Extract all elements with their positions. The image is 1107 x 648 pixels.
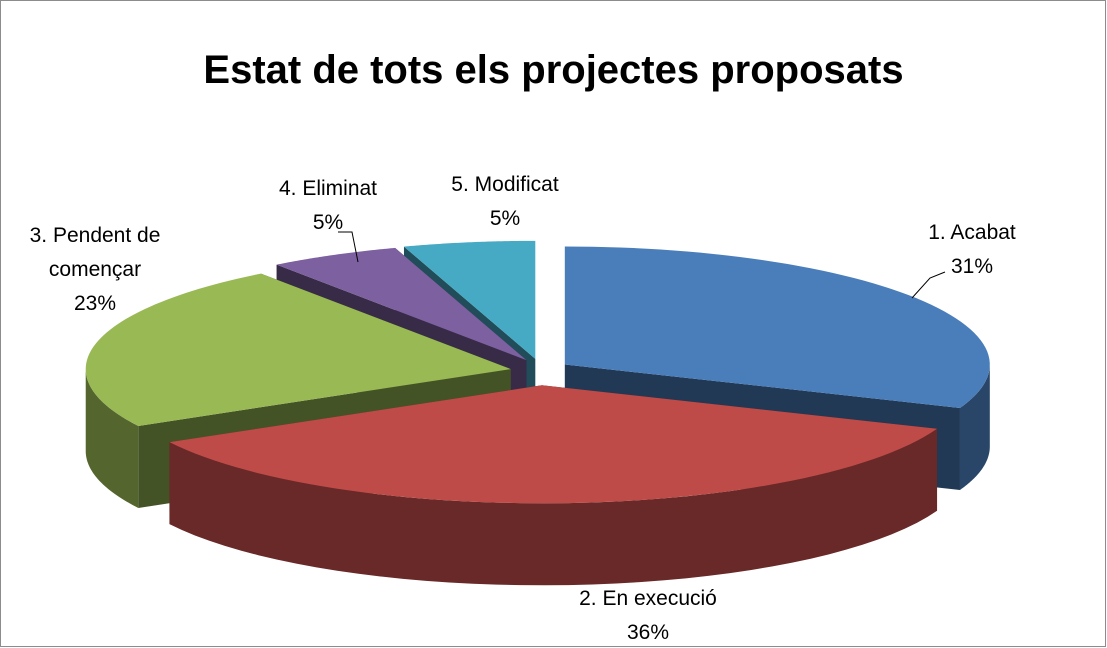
category-label: 4. Eliminat <box>278 177 378 200</box>
slice <box>169 385 938 586</box>
slice-side <box>85 369 139 508</box>
data-label: 1. Acabat 31% <box>872 216 1072 284</box>
slice <box>169 385 938 504</box>
category-label: 3. Pendent de començar <box>29 224 161 281</box>
category-label: 5. Modificat <box>451 173 559 196</box>
value-label: 23% <box>73 292 117 315</box>
leader-line <box>911 271 946 299</box>
category-label: 1. Acabat <box>928 221 1016 244</box>
slice-side <box>959 364 990 490</box>
leader-line <box>338 231 359 263</box>
slice <box>276 247 527 361</box>
value-label: 36% <box>626 621 670 644</box>
slice-side <box>169 428 938 586</box>
data-label: 3. Pendent de començar 23% <box>10 219 180 321</box>
value-label: 5% <box>489 207 521 230</box>
data-label: 2. En execució 36% <box>548 582 748 648</box>
category-label: 2. En execució <box>579 587 717 610</box>
slice <box>564 246 990 408</box>
data-label: 4. Eliminat 5% <box>228 172 428 240</box>
slice <box>403 240 536 359</box>
value-label: 31% <box>950 255 994 278</box>
chart-title: Estat de tots els projectes proposats <box>203 48 904 92</box>
value-label: 5% <box>312 211 344 234</box>
slice <box>85 273 511 426</box>
data-label: 5. Modificat 5% <box>405 168 605 236</box>
